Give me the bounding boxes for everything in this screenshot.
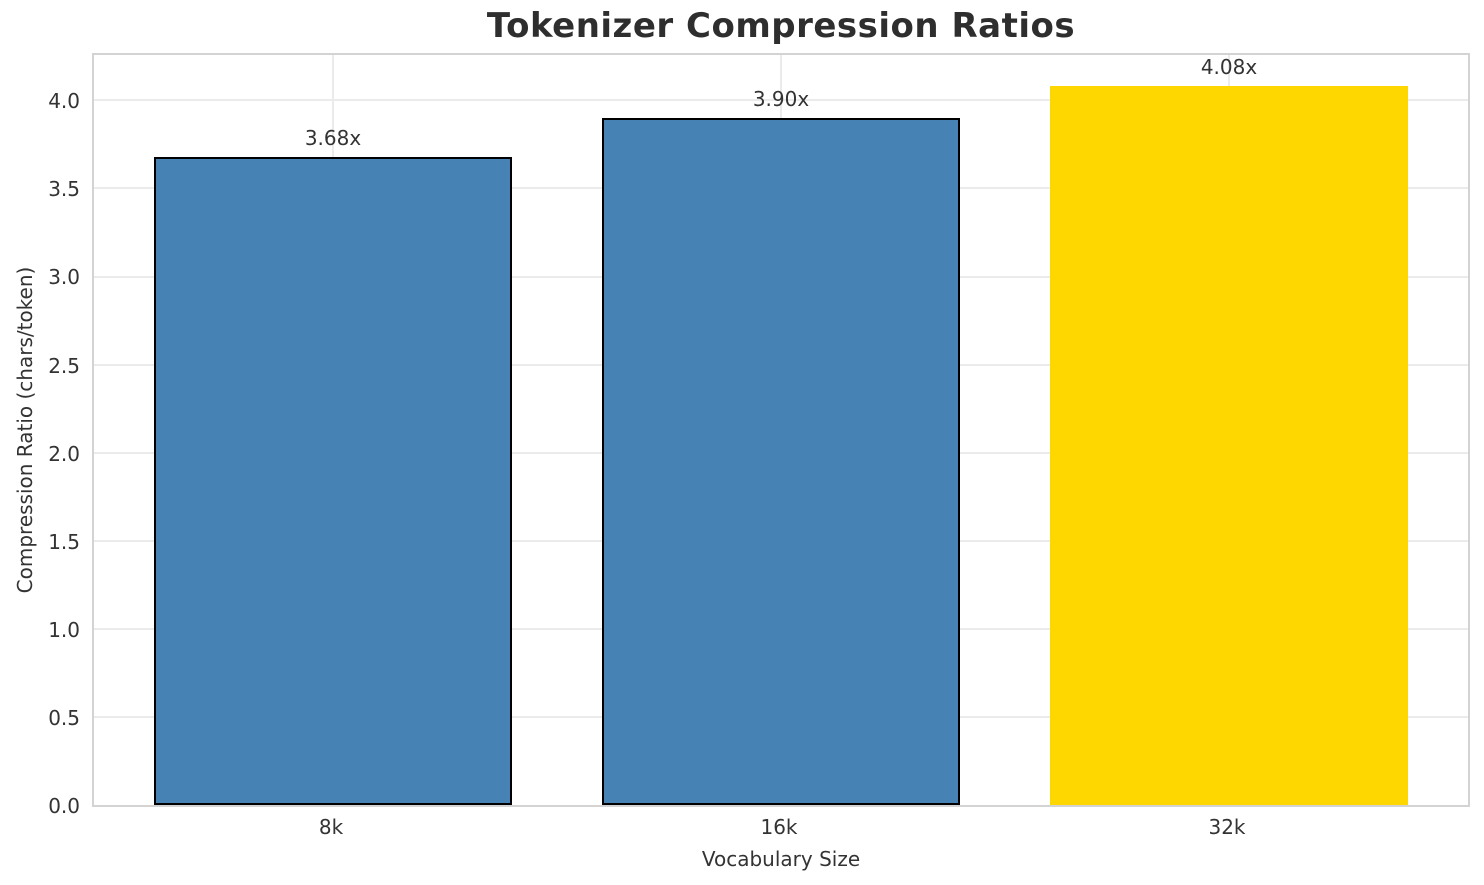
y-tick-label: 3.5	[48, 177, 80, 202]
bar-value-label: 3.68x	[304, 125, 362, 150]
x-tick-label: 8k	[318, 815, 344, 839]
y-tick-label: 2.0	[48, 441, 80, 466]
bar-8k	[154, 156, 512, 805]
y-tick-label: 4.0	[48, 89, 80, 114]
plot-area: 3.68x 3.90x 4.08x	[92, 53, 1470, 807]
bar-32k	[1050, 86, 1408, 805]
x-tick-label: 32k	[1208, 815, 1246, 839]
y-tick-label: 0.0	[48, 794, 80, 818]
bar-value-label: 4.08x	[1200, 55, 1258, 80]
y-tick-label: 1.0	[48, 617, 80, 642]
x-tick-label: 16k	[760, 815, 798, 839]
y-tick-label: 1.5	[48, 529, 80, 554]
bar-value-label: 3.90x	[752, 86, 810, 111]
x-axis-label: Vocabulary Size	[701, 847, 861, 871]
y-tick-label: 2.5	[48, 353, 80, 378]
chart-title: Tokenizer Compression Ratios	[486, 6, 1076, 46]
bar-16k	[602, 117, 960, 805]
bars-layer: 3.68x 3.90x 4.08x	[94, 55, 1468, 805]
y-tick-label: 3.0	[48, 265, 80, 290]
y-tick-label: 0.5	[48, 705, 80, 730]
